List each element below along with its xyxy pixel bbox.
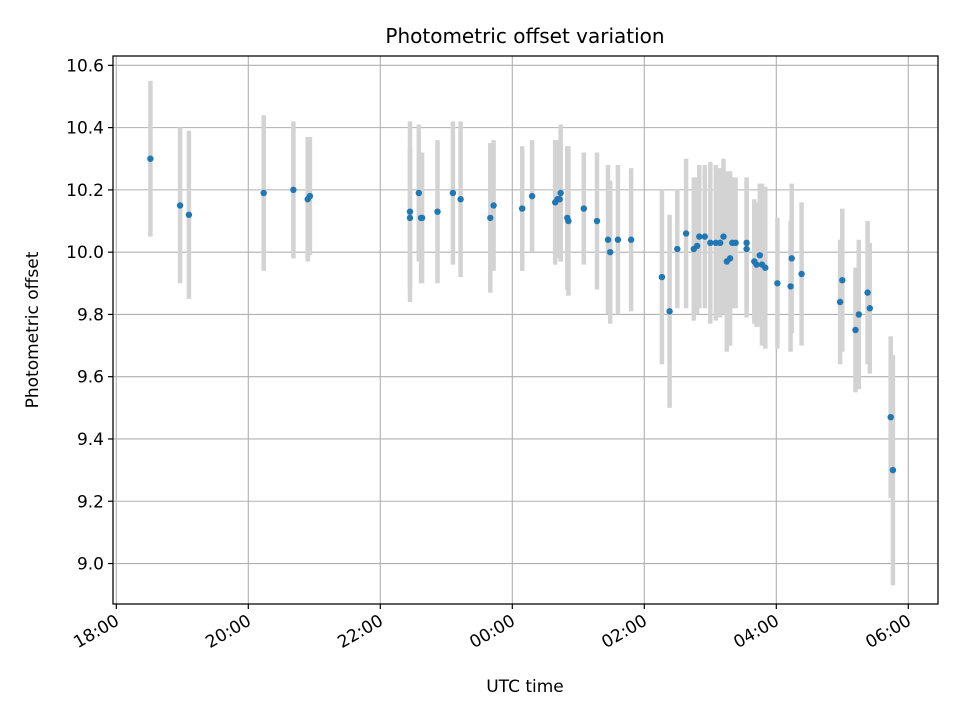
data-point: [743, 239, 750, 247]
x-tick-label: 02:00: [598, 611, 650, 653]
data-point: [726, 255, 734, 262]
x-tick-label: 18:00: [70, 611, 122, 653]
data-point: [290, 186, 297, 194]
data-point: [415, 189, 422, 197]
data-point: [565, 217, 572, 225]
data-point: [753, 261, 760, 268]
y-tick-label: 9.6: [77, 368, 104, 388]
y-tick-label: 9.0: [77, 555, 104, 575]
data-point: [798, 270, 805, 278]
data-point: [701, 233, 708, 240]
data-point: [607, 248, 614, 256]
x-axis-label: UTC time: [486, 677, 564, 697]
data-point: [889, 466, 897, 474]
error-bars: [148, 80, 896, 586]
data-point: [887, 413, 894, 421]
data-point: [614, 236, 622, 243]
data-point: [528, 192, 536, 200]
y-tick-label: 9.8: [77, 305, 104, 325]
y-tick-label: 9.4: [77, 430, 104, 450]
data-point: [519, 205, 526, 212]
y-axis-ticks: 9.0 9.2 9.4 9.6 9.8 10.0 10.2 10.4 10.6: [66, 56, 113, 575]
data-point: [693, 242, 701, 250]
x-tick-label: 06:00: [862, 611, 914, 653]
data-point: [743, 245, 750, 253]
data-point: [406, 208, 414, 215]
data-point: [260, 189, 267, 197]
y-axis-label: Photometric offset: [23, 251, 43, 408]
y-tick-label: 10.0: [66, 243, 104, 263]
data-point: [406, 214, 414, 222]
y-tick-label: 10.4: [66, 119, 104, 139]
x-tick-label: 22:00: [334, 611, 386, 653]
data-point: [774, 280, 781, 287]
data-point: [717, 239, 724, 247]
data-point: [604, 236, 612, 243]
x-tick-label: 00:00: [466, 611, 518, 653]
data-point: [682, 230, 690, 237]
data-point: [787, 283, 794, 290]
y-tick-label: 10.2: [66, 181, 104, 201]
data-point: [627, 236, 635, 243]
data-point: [707, 239, 714, 247]
data-point: [839, 276, 846, 284]
data-point: [557, 189, 564, 197]
y-tick-label: 10.6: [66, 56, 104, 76]
data-point: [864, 289, 871, 296]
chart-title: Photometric offset variation: [385, 24, 664, 48]
data-point: [593, 217, 601, 225]
data-points: [147, 155, 897, 474]
data-point: [855, 311, 862, 318]
x-tick-label: 04:00: [730, 611, 782, 653]
data-point: [762, 264, 769, 271]
data-point: [487, 214, 494, 222]
data-point: [720, 233, 727, 240]
data-point: [756, 252, 763, 259]
data-point: [457, 196, 464, 203]
data-point: [788, 255, 795, 262]
data-point: [852, 326, 859, 334]
x-axis-ticks: 18:00 20:00 22:00 00:00 02:00 04:00 06:00: [70, 604, 915, 653]
data-point: [712, 239, 719, 247]
data-point: [147, 155, 154, 162]
data-point: [185, 211, 193, 218]
data-point: [418, 214, 426, 222]
data-point: [556, 196, 563, 203]
y-tick-label: 9.2: [77, 492, 104, 512]
data-point: [434, 208, 441, 215]
data-point: [666, 308, 673, 315]
data-point: [306, 192, 314, 200]
data-point: [658, 273, 666, 281]
x-tick-label: 20:00: [202, 611, 254, 653]
grid-lines: [113, 56, 938, 604]
data-point: [449, 189, 457, 197]
data-point: [580, 205, 587, 212]
data-point: [490, 202, 497, 209]
data-point: [836, 298, 844, 306]
data-point: [674, 245, 681, 253]
data-point: [176, 202, 184, 209]
data-point: [696, 233, 703, 240]
plot-frame: [112, 55, 939, 605]
data-point: [866, 305, 873, 312]
data-point: [732, 239, 739, 247]
